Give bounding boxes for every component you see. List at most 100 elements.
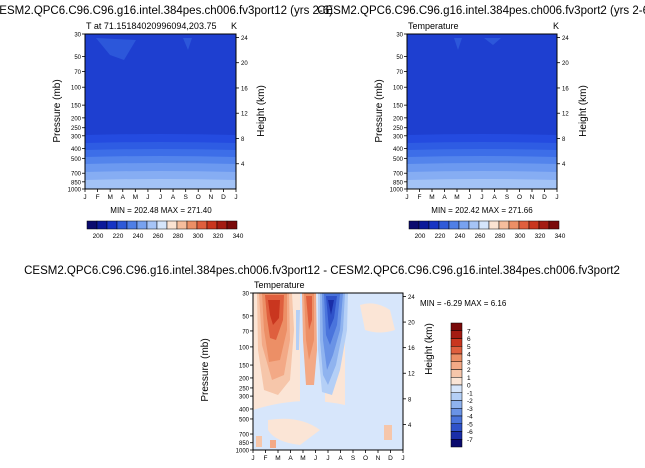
colorbar-box [508,220,520,230]
panel-1-contour-blob-2 [183,38,192,50]
pressure-tick-label: 250 [393,126,404,132]
month-tick-label: M [429,194,434,201]
colorbar-box [450,408,463,417]
colorbar-label: 280 [495,233,506,240]
colorbar-box [450,400,463,409]
pressure-tick-label: 70 [396,70,403,76]
month-tick-label: J [251,455,254,462]
pressure-tick-label: 1000 [68,188,82,194]
month-tick-label: A [338,455,343,462]
height-tick-label: 24 [562,36,569,42]
month-tick-label: M [454,194,459,201]
colorbar-box [450,322,463,331]
colorbar-box [450,377,463,386]
panel-1-units: K [231,21,237,31]
pressure-tick-label: 100 [239,345,250,351]
pressure-tick-label: 50 [242,314,249,320]
pressure-tick-label: 150 [239,364,250,370]
month-tick-label: J [234,194,237,201]
panel-3: CESM2.QPC6.C96.C96.g16.intel.384pes.ch00… [24,265,620,462]
colorbar-box [538,220,550,230]
colorbar-box [458,220,470,230]
colorbar-label: 320 [213,233,224,240]
panel-2-band-7 [407,179,557,189]
panel-3-warm-9 [384,425,392,440]
month-tick-label: J [480,194,483,201]
pressure-tick-label: 250 [71,126,82,132]
month-tick-label: J [401,455,404,462]
pressure-tick-label: 300 [393,134,404,140]
colorbar-box [146,220,158,230]
month-tick-label: N [208,194,213,201]
colorbar-label: 200 [415,233,426,240]
colorbar-box [518,220,530,230]
height-tick-label: 24 [408,295,415,301]
colorbar-label: 2 [467,367,471,374]
panel-2-colorbar-labels: 200 220 240 260 280 300 320 340 [415,233,566,240]
pressure-tick-label: 70 [74,70,81,76]
colorbar-box [126,220,138,230]
pressure-tick-label: 200 [393,116,404,122]
month-tick-label: O [363,455,368,462]
colorbar-label: 320 [535,233,546,240]
colorbar-box [156,220,168,230]
height-tick-label: 20 [241,61,248,67]
colorbar-label: 300 [515,233,526,240]
pressure-tick-label: 30 [242,292,249,298]
panel-3-ylabel-right: Height (km) [424,323,435,375]
panel-2-colorbar: 200 220 240 260 280 300 320 340 [408,220,566,240]
colorbar-label: 5 [467,344,471,351]
colorbar-label: 300 [193,233,204,240]
panel-1-stats: MIN = 202.48 MAX = 271.40 [110,206,212,215]
pressure-tick-label: 400 [393,147,404,153]
panel-2-ticks: 30 50 70 100 150 200 250 300 400 500 700 850 1000 24 2… [390,33,570,202]
colorbar-box [96,220,108,230]
panel-3-warm-11 [270,440,276,448]
height-tick-label: 20 [408,321,415,327]
colorbar-box [450,338,463,347]
month-tick-label: A [442,194,447,201]
pressure-tick-label: 1000 [390,188,404,194]
pressure-tick-label: 150 [71,104,82,110]
month-tick-label: S [183,194,188,201]
height-tick-label: 8 [408,397,412,403]
colorbar-label: 6 [467,336,471,343]
panel-3-pos-patch-1 [360,303,395,333]
month-tick-label: N [376,455,381,462]
month-tick-label: M [275,455,280,462]
panel-3-colorbar-boxes [450,322,463,448]
colorbar-box [176,220,188,230]
panel-3-warm-8 [306,296,312,330]
colorbar-label: -4 [467,414,473,421]
panel-3-ylabel: Pressure (mb) [200,338,211,401]
colorbar-box [226,220,238,230]
pressure-tick-label: 200 [239,376,250,382]
colorbar-label: 7 [467,328,471,335]
height-tick-label: 20 [562,61,569,67]
month-tick-label: F [418,194,422,201]
panel-2-contour-blob-1 [454,38,462,50]
month-tick-label: A [492,194,497,201]
pressure-tick-label: 700 [71,172,82,178]
height-tick-label: 24 [241,36,248,42]
month-tick-label: J [146,194,149,201]
month-tick-label: D [542,194,547,201]
month-tick-label: A [121,194,126,201]
month-tick-label: N [530,194,535,201]
colorbar-box [450,346,463,355]
colorbar-label: 1 [467,375,471,382]
colorbar-box [216,220,228,230]
panel-2-ylabel: Pressure (mb) [374,79,385,142]
colorbar-label: 220 [435,233,446,240]
colorbar-box [498,220,510,230]
panel-1-contour-blob-1 [96,38,136,60]
height-tick-label: 8 [241,137,245,143]
colorbar-box [450,431,463,440]
colorbar-box [528,220,540,230]
pressure-tick-label: 50 [74,55,81,61]
month-tick-label: J [83,194,86,201]
colorbar-box [186,220,198,230]
pressure-tick-label: 300 [239,395,250,401]
pressure-tick-label: 30 [74,33,81,39]
colorbar-box [548,220,560,230]
